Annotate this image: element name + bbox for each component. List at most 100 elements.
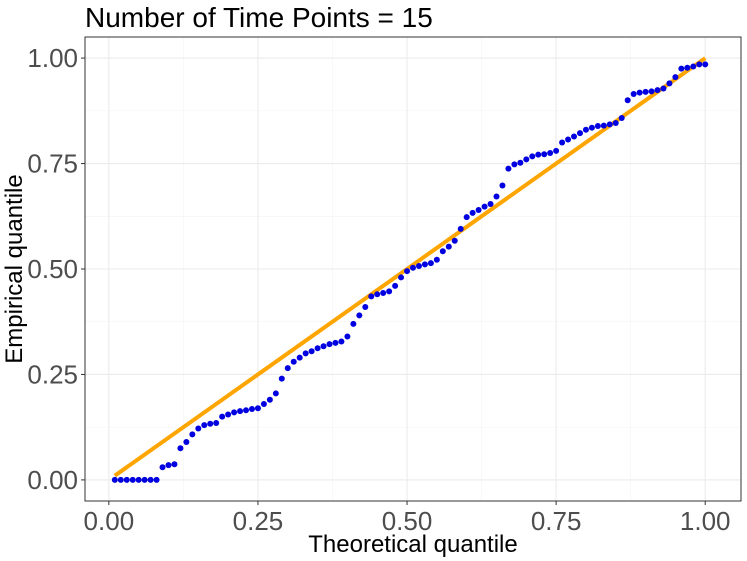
reference-line [113,56,707,478]
data-point [123,476,130,483]
reference-line-layer [113,56,707,478]
data-point [499,182,506,189]
data-point [684,64,691,71]
data-point [415,263,422,270]
data-point [290,358,297,365]
data-point [392,282,399,289]
data-point [600,122,607,129]
data-point [445,243,452,250]
data-point [576,130,583,137]
data-point [702,61,709,68]
data-point [308,348,315,355]
data-point [225,411,232,418]
data-point [427,260,434,267]
data-point [189,431,196,438]
data-point [690,63,697,70]
data-point [535,151,542,158]
data-point [272,390,279,397]
data-point [141,476,148,483]
data-point [511,161,518,168]
y-tick-label: 0.50 [27,254,78,284]
y-axis-title: Empirical quantile [1,174,28,363]
data-point [505,165,512,172]
data-point [660,85,667,92]
data-point [469,209,476,216]
data-point [517,159,524,166]
data-point [248,406,255,413]
data-point [332,339,339,346]
x-axis-title: Theoretical quantile [308,531,517,558]
x-tick-label: 0.25 [233,506,284,536]
data-point [571,133,578,140]
data-point [243,407,250,414]
data-point [541,151,548,158]
data-point [177,445,184,452]
data-point [380,290,387,297]
data-point [368,293,375,300]
data-point [654,87,661,94]
data-point [672,74,679,81]
data-point [630,90,637,97]
data-point [618,114,625,121]
data-point [636,89,643,96]
data-point [529,153,536,160]
data-point [278,375,285,382]
data-point [475,206,482,213]
data-point [493,193,500,200]
data-point [433,256,440,263]
y-axis-ticks: 0.00 0.25 0.50 0.75 1.00 [27,43,85,495]
data-point [195,425,202,432]
data-point [111,476,118,483]
data-point [147,476,154,483]
y-tick-label: 1.00 [27,43,78,73]
data-point [320,343,327,350]
data-point [410,264,416,271]
data-point [338,338,345,345]
chart-title: Number of Time Points = 15 [85,2,433,33]
data-point [678,65,685,72]
x-tick-label: 0.00 [84,506,135,536]
data-point [326,341,333,348]
data-point [612,120,619,127]
data-point [487,201,494,208]
data-point [159,464,166,471]
data-point [165,462,172,469]
data-point [559,139,566,146]
data-point [213,419,220,426]
data-point [421,261,428,268]
data-point [314,345,321,352]
x-axis-ticks: 0.00 0.25 0.50 0.75 1.00 [84,501,731,536]
data-points [111,61,709,483]
data-point [153,476,160,483]
data-point [588,124,595,131]
data-point [582,126,589,133]
data-point [594,123,601,130]
y-tick-label: 0.25 [27,359,78,389]
x-tick-label: 0.75 [531,506,582,536]
data-point [266,396,273,403]
data-point [237,408,244,415]
data-point [386,288,393,295]
x-tick-label: 1.00 [680,506,731,536]
data-point [350,320,357,327]
data-point [356,312,363,319]
data-point [135,476,142,483]
data-point [547,150,554,156]
grid-lines [85,37,741,501]
data-point [439,248,446,255]
data-point [183,438,190,445]
data-point [565,136,572,143]
data-point [451,237,458,244]
data-point [553,147,560,154]
data-point [344,333,351,340]
data-point [648,88,655,95]
data-point [362,303,369,310]
data-point [696,61,703,68]
data-point [606,121,613,128]
data-point [666,80,673,87]
data-point [117,476,124,483]
data-point [624,97,631,104]
data-point [523,156,530,163]
